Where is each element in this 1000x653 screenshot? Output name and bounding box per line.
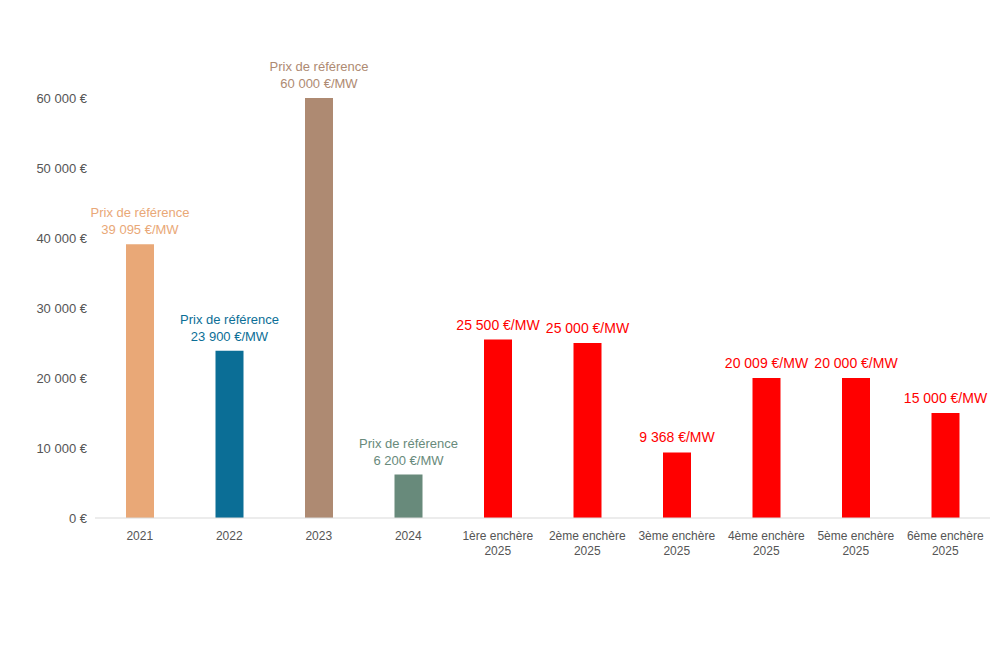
svg-text:20 000 €: 20 000 € xyxy=(36,371,87,386)
svg-text:25 500 €/MW: 25 500 €/MW xyxy=(456,317,540,333)
svg-text:3ème enchère2025: 3ème enchère2025 xyxy=(638,529,715,558)
svg-text:2ème enchère2025: 2ème enchère2025 xyxy=(549,529,626,558)
svg-text:2022: 2022 xyxy=(216,529,243,543)
svg-text:2024: 2024 xyxy=(395,529,422,543)
svg-text:0 €: 0 € xyxy=(69,511,88,526)
svg-text:Prix de référence6 200 €/MW: Prix de référence6 200 €/MW xyxy=(359,436,458,468)
svg-text:4ème enchère2025: 4ème enchère2025 xyxy=(728,529,805,558)
svg-text:20 009 €/MW: 20 009 €/MW xyxy=(725,355,809,371)
svg-text:10 000 €: 10 000 € xyxy=(36,441,87,456)
svg-text:25 000 €/MW: 25 000 €/MW xyxy=(546,320,630,336)
svg-text:30 000 €: 30 000 € xyxy=(36,301,87,316)
svg-text:2023: 2023 xyxy=(305,529,332,543)
svg-text:15 000 €/MW: 15 000 €/MW xyxy=(904,390,988,406)
svg-text:60 000 €: 60 000 € xyxy=(36,91,87,106)
svg-text:Prix de référence39 095 €/MW: Prix de référence39 095 €/MW xyxy=(91,205,190,237)
svg-text:5ème enchère2025: 5ème enchère2025 xyxy=(817,529,894,558)
svg-text:20 000 €/MW: 20 000 €/MW xyxy=(814,355,898,371)
svg-text:2021: 2021 xyxy=(126,529,153,543)
svg-text:Prix de référence23 900 €/MW: Prix de référence23 900 €/MW xyxy=(180,312,279,344)
svg-text:Prix de référence60 000 €/MW: Prix de référence60 000 €/MW xyxy=(270,59,369,91)
svg-text:9 368 €/MW: 9 368 €/MW xyxy=(639,429,715,445)
svg-text:50 000 €: 50 000 € xyxy=(36,161,87,176)
svg-text:40 000 €: 40 000 € xyxy=(36,231,87,246)
svg-text:6ème enchère2025: 6ème enchère2025 xyxy=(907,529,984,558)
svg-text:1ère enchère2025: 1ère enchère2025 xyxy=(462,529,533,558)
